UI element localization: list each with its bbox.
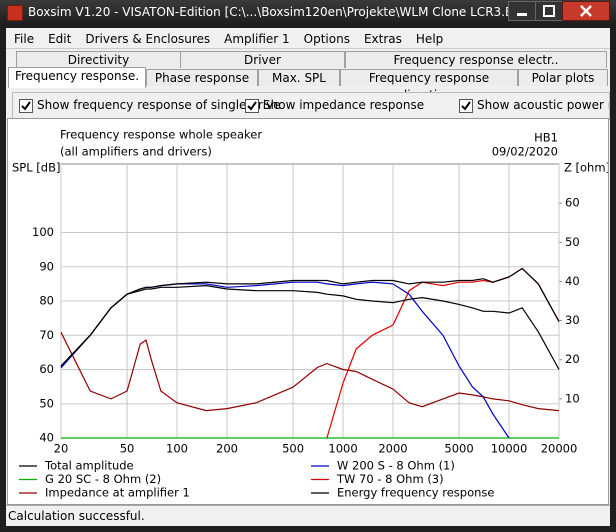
series-line [60,332,560,412]
tab[interactable]: Phase response [146,69,258,86]
tab[interactable]: Max. SPL [258,69,340,86]
x-tick-label: 20000 [541,442,578,456]
menu-item[interactable]: Extras [363,32,402,46]
legend-label: G 20 SC - 8 Ohm (2) [45,472,161,486]
y-tick-label: 90 [39,259,54,273]
y2-tick-label: 20 [565,352,580,366]
title-bar: Boxsim V1.20 - VISATON-Edition [C:\...\B… [0,0,616,26]
checkbox-label[interactable]: Show frequency response of single drive [37,98,281,112]
client-area: File Edit Drivers & Enclosures Amplifier 1 O… [6,28,610,526]
check-mark [461,101,471,111]
legend-label: Energy frequency response [337,486,495,500]
chart-subtitle: (all amplifiers and drivers) [60,145,212,159]
chart: Frequency response whole speaker (all amp… [7,118,609,505]
y-tick-label: 70 [39,328,54,342]
close-button[interactable] [562,1,610,21]
x-tick-label: 20 [54,442,69,456]
checkbox-label[interactable]: Show acoustic power respon [477,98,609,112]
annotation: HB1 [534,131,558,145]
y-tick-label: 50 [39,396,54,410]
tab[interactable]: Directivity [16,51,181,68]
y-tick-label: 100 [32,225,54,239]
menu-item[interactable]: Help [415,32,444,46]
legend-label: Total amplitude [44,459,134,473]
y2-tick-label: 50 [565,235,580,249]
x-tick-label: 100 [166,442,188,456]
check-mark [247,101,257,111]
close-icon [580,5,592,17]
y2-tick-label: 60 [565,196,580,210]
menu-item[interactable]: Options [303,32,350,46]
menu-item[interactable]: Amplifier 1 [224,32,290,46]
status-text: Calculation successful. [8,509,145,523]
checkbox[interactable] [245,99,259,113]
tab[interactable]: Driver [180,51,345,68]
tab[interactable]: Frequency response electr.. [345,51,607,68]
y-tick-label: 40 [39,431,54,445]
x-tick-label: 200 [216,442,238,456]
annotation: 09/02/2020 [492,145,558,159]
x-tick-label: 5000 [444,442,473,456]
check-mark [21,101,31,111]
menu-bar: File Edit Drivers & Enclosures Amplifier 1 O… [14,32,457,46]
tab-strip: Directivity Driver Frequency response elec… [6,50,610,102]
options-panel: Show frequency response of single drive S… [12,92,610,120]
maximize-button[interactable] [535,1,563,21]
menu-item[interactable]: Edit [48,32,72,46]
checkbox[interactable] [19,99,33,113]
legend-label: TW 70 - 8 Ohm (3) [336,472,444,486]
tab[interactable]: Frequency response directions [340,69,518,102]
chart-title: Frequency response whole speaker [60,128,262,142]
series-line [60,267,560,367]
legend-label: Impedance at amplifier 1 [45,486,190,500]
x-tick-label: 10000 [491,442,528,456]
y2-tick-label: 40 [565,274,580,288]
y2-tick-label: 30 [565,313,580,327]
minimize-button[interactable] [508,1,536,21]
y2-tick-label: 10 [565,391,580,405]
window-title: Boxsim V1.20 - VISATON-Edition [C:\...\B… [28,5,529,19]
y-tick-label: 60 [39,362,54,376]
status-bar: Calculation successful. [6,505,610,526]
x-tick-label: 2000 [378,442,407,456]
y-tick-label: 80 [39,294,54,308]
y2-axis-label: Z [ohm] [564,161,609,175]
series-line [60,284,560,370]
checkbox[interactable] [459,99,473,113]
menu-item[interactable]: File [14,32,35,46]
tab[interactable]: Frequency response. [8,67,146,88]
tab[interactable]: Polar plots [518,69,608,86]
app-icon [7,5,23,21]
x-tick-label: 500 [282,442,304,456]
menu-item[interactable]: Drivers & Enclosures [85,32,211,46]
x-tick-label: 1000 [328,442,357,456]
x-tick-label: 50 [120,442,135,456]
y-axis-label: SPL [dB] [12,161,60,175]
checkbox-label[interactable]: Show impedance response [263,98,425,112]
legend-label: W 200 S - 8 Ohm (1) [337,459,455,473]
